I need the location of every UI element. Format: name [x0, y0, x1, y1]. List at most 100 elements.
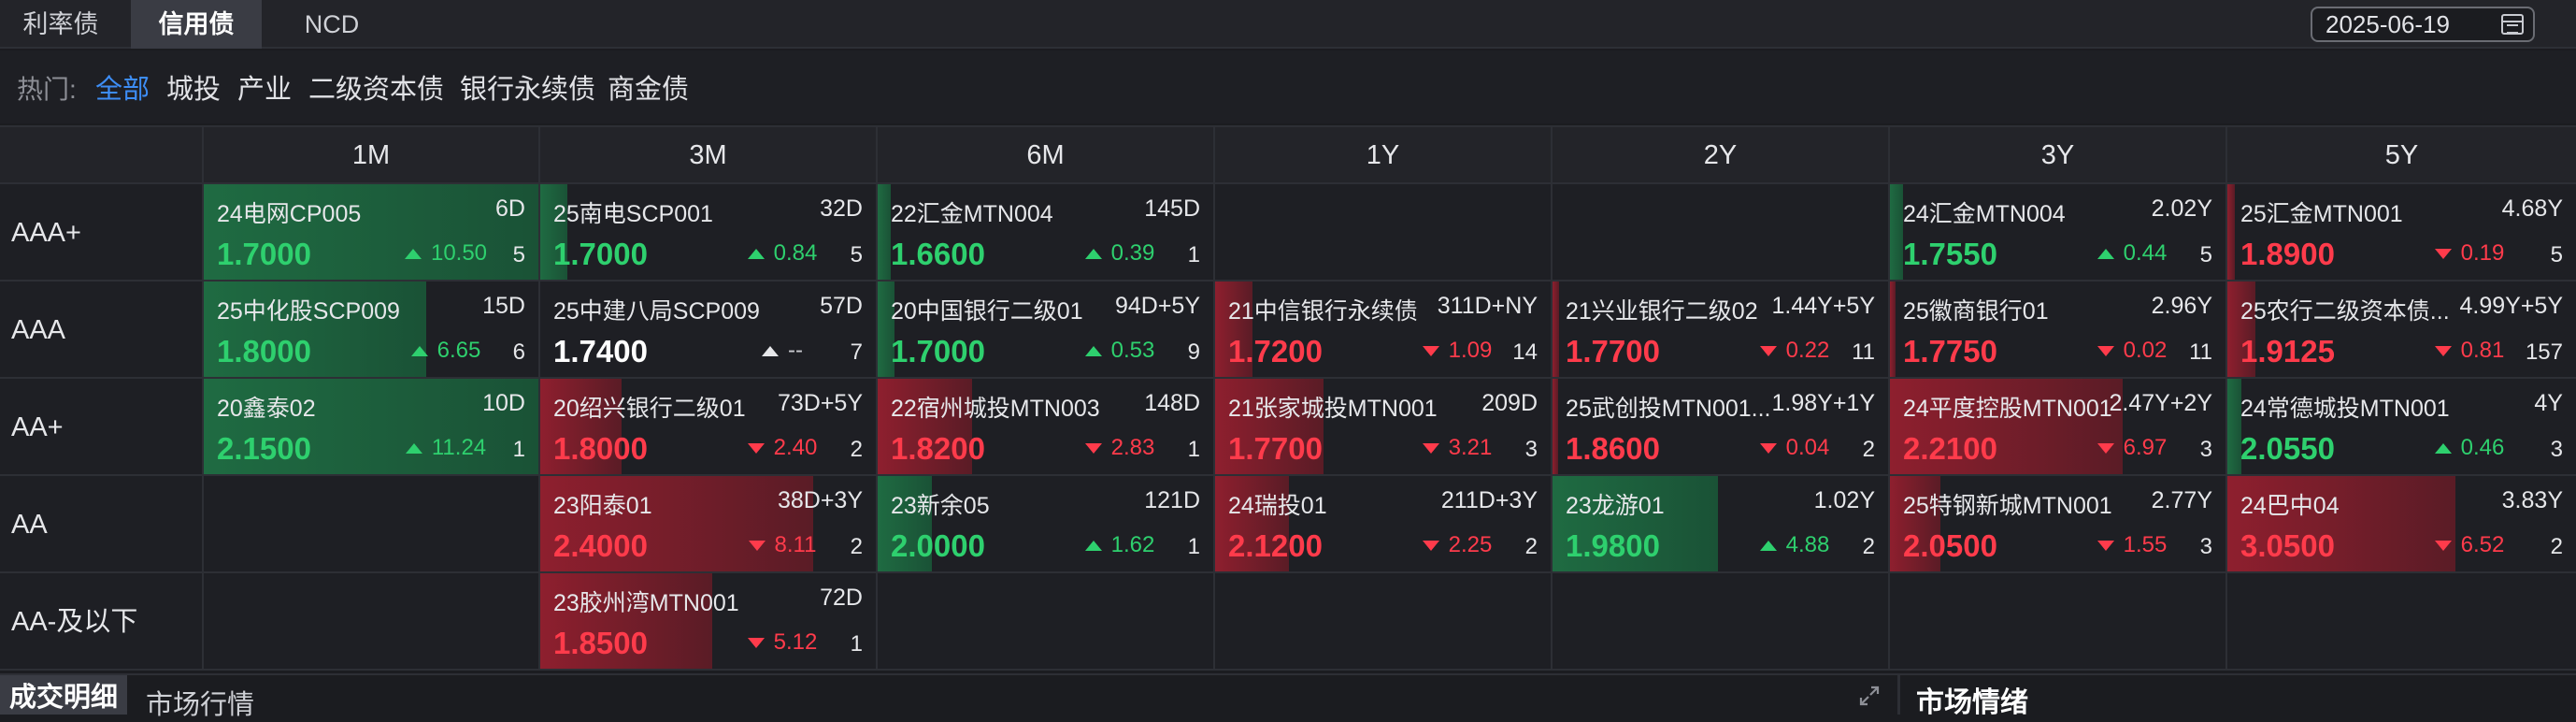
change-value: 0.53: [1110, 338, 1155, 363]
bond-cell[interactable]: 23阳泰01 38D+3Y 2.4000 8.11 2: [538, 476, 876, 573]
bond-cell[interactable]: 20鑫泰02 10D 2.1500 11.24 1: [202, 379, 538, 476]
bond-cell[interactable]: 24常德城投MTN001 4Y 2.0550 0.46 3: [2225, 379, 2576, 476]
yield-change: 0.04: [1715, 435, 1874, 461]
change-value: 3.21: [1448, 435, 1493, 460]
trade-count: 2: [1862, 437, 1875, 462]
yield-change: 2.25: [1378, 532, 1537, 558]
tab-trade-details[interactable]: 成交明细: [0, 675, 128, 715]
bond-yield: 1.7550: [1903, 237, 1997, 271]
hot-label: 热门:: [17, 75, 77, 104]
bond-cell[interactable]: 24平度控股MTN001 2.47Y+2Y 2.2100 6.97 3: [1888, 379, 2225, 476]
trade-count: 2: [1862, 534, 1875, 559]
bond-cell[interactable]: 25南电SCP001 32D 1.7000 0.84 5: [538, 184, 876, 282]
change-value: 0.04: [1785, 435, 1830, 460]
bond-cell[interactable]: 24巴中04 3.83Y 3.0500 6.52 2: [2225, 476, 2576, 573]
tab-market-quotes[interactable]: 市场行情: [146, 690, 255, 720]
tab-rate-bonds[interactable]: 利率债: [22, 10, 99, 38]
col-header-1m: 1M: [202, 127, 538, 184]
bond-cell[interactable]: 24瑞投01 211D+3Y 2.1200 2.25 2: [1213, 476, 1551, 573]
empty-cell: [2225, 573, 2576, 671]
yield-change: 1.55: [2053, 532, 2211, 558]
yield-change: 6.97: [2053, 435, 2211, 461]
filter-commercial-financial[interactable]: 商金债: [608, 75, 690, 105]
bond-name: 25徽商银行01: [1903, 298, 2049, 325]
change-intensity-bar: [878, 379, 973, 474]
bond-name: 21中信银行永续债: [1228, 298, 1418, 325]
date-picker[interactable]: 2025-06-19: [2311, 7, 2535, 42]
bond-cell[interactable]: 25汇金MTN001 4.68Y 1.8900 0.19 5: [2225, 184, 2576, 282]
row-header-rating: AA-及以下: [0, 573, 202, 671]
change-value: 6.97: [2123, 435, 2168, 460]
bond-cell[interactable]: 21中信银行永续债 311D+NY 1.7200 1.09 14: [1213, 282, 1551, 379]
change-intensity-bar: [878, 184, 892, 280]
bond-yield: 1.7000: [553, 237, 648, 271]
filter-industry[interactable]: 产业: [237, 75, 293, 105]
tab-credit-bonds[interactable]: 信用债: [131, 0, 262, 49]
bond-cell[interactable]: 22汇金MTN004 145D 1.6600 0.39 1: [876, 184, 1213, 282]
bond-cell[interactable]: 23胶州湾MTN001 72D 1.8500 5.12 1: [538, 573, 876, 671]
empty-cell: [202, 476, 538, 573]
bond-cell[interactable]: 20绍兴银行二级01 73D+5Y 1.8000 2.40 2: [538, 379, 876, 476]
yield-change: 3.21: [1378, 435, 1537, 461]
panel-divider: [1897, 675, 1900, 715]
bond-term: 2.96Y: [2151, 293, 2212, 319]
trade-count: 9: [1187, 339, 1200, 365]
col-header-6m: 6M: [876, 127, 1213, 184]
bond-cell[interactable]: 24电网CP005 6D 1.7000 10.50 5: [202, 184, 538, 282]
change-intensity-bar: [540, 379, 622, 474]
change-value: 6.52: [2460, 532, 2505, 557]
change-value: 8.11: [774, 532, 817, 557]
arrow-down-icon: [747, 638, 765, 649]
expand-icon[interactable]: [1858, 685, 1881, 707]
bond-cell[interactable]: 25特钢新城MTN001 2.77Y 2.0500 1.55 3: [1888, 476, 2225, 573]
change-intensity-bar: [540, 573, 713, 669]
yield-change: 0.39: [1040, 240, 1199, 267]
arrow-down-icon: [2434, 346, 2452, 357]
bond-cell[interactable]: 21兴业银行二级02 1.44Y+5Y 1.7700 0.22 11: [1551, 282, 1888, 379]
bond-name: 24汇金MTN004: [1903, 201, 2066, 227]
filter-bank-perpetual[interactable]: 银行永续债: [460, 75, 596, 105]
change-intensity-bar: [204, 379, 538, 474]
arrow-up-icon: [1084, 541, 1102, 552]
trade-count: 2: [850, 437, 863, 462]
yield-change: 2.40: [703, 435, 862, 461]
change-intensity-bar: [204, 184, 538, 280]
bond-cell[interactable]: 25中建八局SCP009 57D 1.7400 -- 7: [538, 282, 876, 379]
bond-cell[interactable]: 23新余05 121D 2.0000 1.62 1: [876, 476, 1213, 573]
bond-name: 22汇金MTN004: [891, 201, 1053, 227]
trade-count: 5: [2550, 242, 2563, 267]
change-intensity-bar: [2227, 282, 2255, 377]
arrow-down-icon: [1422, 443, 1439, 455]
change-value: 2.40: [773, 435, 818, 460]
bond-yield: 3.0500: [2240, 528, 2335, 563]
change-value: 4.88: [1785, 532, 1830, 557]
bond-cell[interactable]: 23龙游01 1.02Y 1.9800 4.88 2: [1551, 476, 1888, 573]
bond-cell[interactable]: 25徽商银行01 2.96Y 1.7750 0.02 11: [1888, 282, 2225, 379]
bond-cell[interactable]: 21张家城投MTN001 209D 1.7700 3.21 3: [1213, 379, 1551, 476]
bond-cell[interactable]: 24汇金MTN004 2.02Y 1.7550 0.44 5: [1888, 184, 2225, 282]
bond-yield: 2.2100: [1903, 431, 1997, 466]
filter-all[interactable]: 全部: [95, 75, 150, 105]
bond-cell[interactable]: 20中国银行二级01 94D+5Y 1.7000 0.53 9: [876, 282, 1213, 379]
change-intensity-bar: [1553, 379, 1558, 474]
change-value: 2.83: [1110, 435, 1155, 460]
tab-ncd[interactable]: NCD: [304, 10, 360, 38]
bond-cell[interactable]: 22宿州城投MTN003 148D 1.8200 2.83 1: [876, 379, 1213, 476]
bond-cell[interactable]: 25农行二级资本债... 4.99Y+5Y 1.9125 0.81 157: [2225, 282, 2576, 379]
empty-cell: [202, 573, 538, 671]
filter-tier2-capital[interactable]: 二级资本债: [308, 75, 445, 105]
credit-bond-matrix: 1M 3M 6M 1Y 2Y 3Y 5Y AAA+ 24电网CP005 6D 1.7000 10.5…: [0, 125, 2576, 671]
change-intensity-bar: [204, 282, 426, 377]
bond-cell[interactable]: 25中化股SCP009 15D 1.8000 6.65 6: [202, 282, 538, 379]
bond-term: 4.68Y: [2501, 195, 2563, 222]
change-intensity-bar: [1890, 184, 1904, 280]
filter-chengtou[interactable]: 城投: [166, 75, 222, 105]
bond-yield: 1.8600: [1566, 431, 1660, 466]
bond-yield: 1.9800: [1566, 528, 1660, 563]
calendar-icon[interactable]: [2501, 14, 2524, 35]
bond-name: 24常德城投MTN001: [2240, 396, 2450, 422]
change-value: 0.46: [2460, 435, 2505, 460]
bond-term: 57D: [820, 293, 863, 319]
yield-change: 0.53: [1040, 338, 1199, 364]
bond-cell[interactable]: 25武创投MTN001... 1.98Y+1Y 1.8600 0.04 2: [1551, 379, 1888, 476]
